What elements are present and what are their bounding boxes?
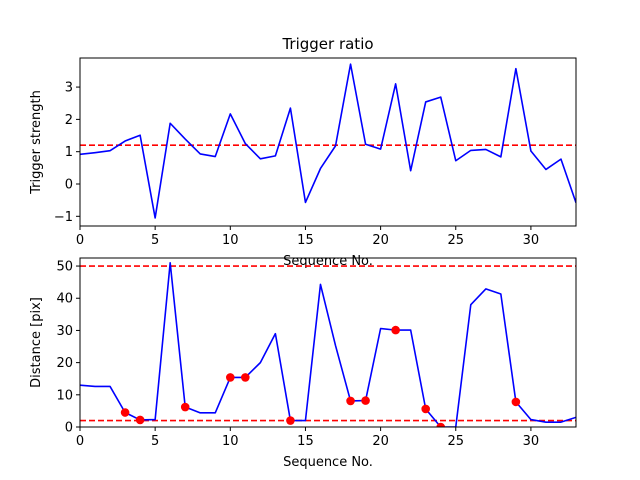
y-tick-label: 30 [56, 324, 73, 339]
x-tick-label: 20 [372, 434, 389, 449]
data-point [511, 397, 521, 407]
x-tick-label: 5 [151, 434, 159, 449]
chart-title: Trigger ratio [281, 35, 373, 53]
x-tick-label: 25 [447, 233, 464, 248]
y-tick-label: 2 [65, 113, 73, 128]
data-point [361, 396, 370, 405]
x-axis-label: Sequence No. [283, 455, 373, 470]
x-tick-label: 10 [222, 434, 239, 449]
y-tick-label: 20 [56, 356, 73, 371]
series-line [80, 262, 576, 427]
x-tick-label: 30 [523, 233, 540, 248]
y-tick-label: −1 [54, 210, 73, 225]
data-point [391, 325, 400, 335]
x-tick-label: 0 [76, 233, 84, 248]
axes-frame [79, 57, 577, 227]
data-point [346, 396, 355, 406]
bottom-chart: 0 5 10 15 20 25 30 0 10 20 30 40 50 Sequence No. Dista… [29, 257, 577, 470]
data-point [120, 408, 130, 417]
data-point [241, 373, 250, 382]
y-tick-label: 1 [65, 145, 73, 160]
x-tick-label: 5 [151, 233, 159, 248]
y-tick-label: 0 [65, 178, 73, 193]
y-tick-label: 10 [56, 388, 73, 403]
data-point [286, 416, 295, 425]
x-tick-label: 15 [297, 434, 314, 449]
x-tick-label: 20 [372, 233, 389, 248]
x-tick-label: 25 [447, 434, 464, 449]
series-line [80, 63, 576, 219]
y-tick-label: 3 [65, 81, 73, 96]
data-point [436, 422, 446, 427]
x-tick-label: 10 [222, 233, 239, 248]
x-tick-label: 30 [523, 434, 540, 449]
data-point [421, 404, 430, 414]
axes-frame [79, 257, 577, 428]
data-point [180, 402, 190, 412]
y-tick-label: 50 [56, 260, 73, 275]
x-tick-label: 0 [76, 434, 84, 449]
y-tick-label: 40 [56, 292, 73, 307]
x-tick-label: 15 [297, 233, 314, 248]
y-axis-label: Distance [pix] [29, 297, 44, 388]
y-tick-label: 0 [65, 421, 73, 436]
data-point [135, 415, 145, 425]
y-axis-label: Trigger strength [29, 90, 44, 195]
data-point [226, 373, 235, 382]
